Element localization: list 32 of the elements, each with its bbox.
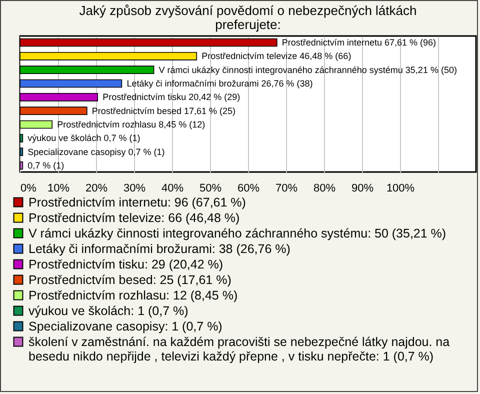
x-tick-label: 30% (123, 182, 146, 194)
x-tick-label: 80% (313, 182, 336, 194)
data-label: Prostřednictvím tisku 20,42 % (29) (102, 92, 240, 102)
chart-title: Jaký způsob zvyšování povědomí o nebezpečných látkách preferujete: (79, 3, 417, 32)
x-tick-label: 90% (351, 182, 374, 194)
x-tick-label: 60% (237, 182, 260, 194)
x-tick-label: 100% (386, 182, 415, 194)
x-tick-label: 50% (199, 182, 222, 194)
legend-label: V rámci ukázky činnosti integrovaného záchranného systému: 50 (35,21 %) (28, 226, 446, 240)
legend-label: výukou ve školách: 1 (0,7 %) (28, 304, 188, 318)
legend-label: Specializovane casopisy: 1 (0,7 %) (28, 319, 222, 334)
x-tick-label: 20% (85, 182, 108, 194)
data-label: 0,7 % (1) (28, 160, 64, 171)
legend-label: školení v zaměstnání. na každém pracovišti se nebezpečné látky najdou. na besedu nikdo nepřijde , televizi každý přepne , v tisku nepřečte: 1 (0,7 %) (28, 334, 450, 364)
data-label: Letáky či informačními brožurami 26,76 % (38) (126, 78, 313, 88)
data-label: Prostřednictvím televize 46,48 % (66) (202, 51, 352, 62)
legend-label: Prostřednictvím internetu: 96 (67,61 %) (28, 195, 246, 210)
data-label: Prostřednictvím besed 17,61 % (25) (92, 106, 236, 116)
data-label: Prostřednictvím internetu 67,61 % (96) (282, 37, 436, 48)
legend-label: Prostřednictvím besed: 25 (17,61 %) (28, 272, 232, 287)
x-tick-label: 70% (275, 182, 298, 194)
legend-label: Letáky či informačními brožurami: 38 (26,76 %) (28, 242, 290, 256)
legend-label: Prostřednictvím tisku: 29 (20,42 %) (28, 257, 224, 272)
x-tick-label: 0% (20, 182, 37, 194)
data-label: výukou ve školách 0,7 % (1) (28, 133, 140, 144)
legend-label: Prostřednictvím televize: 66 (46,48 %) (28, 210, 240, 225)
data-label: Specializovane casopisy 0,7 % (1) (28, 146, 165, 157)
x-tick-label: 10% (47, 182, 70, 194)
data-label: Prostřednictvím rozhlasu 8,45 % (12) (57, 120, 206, 130)
x-tick-label: 40% (161, 182, 184, 194)
data-label: V rámci ukázky činnosti integrovaného záchranného systému 35,21 % (50) (158, 64, 457, 75)
legend-label: Prostřednictvím rozhlasu: 12 (8,45 %) (28, 288, 238, 302)
